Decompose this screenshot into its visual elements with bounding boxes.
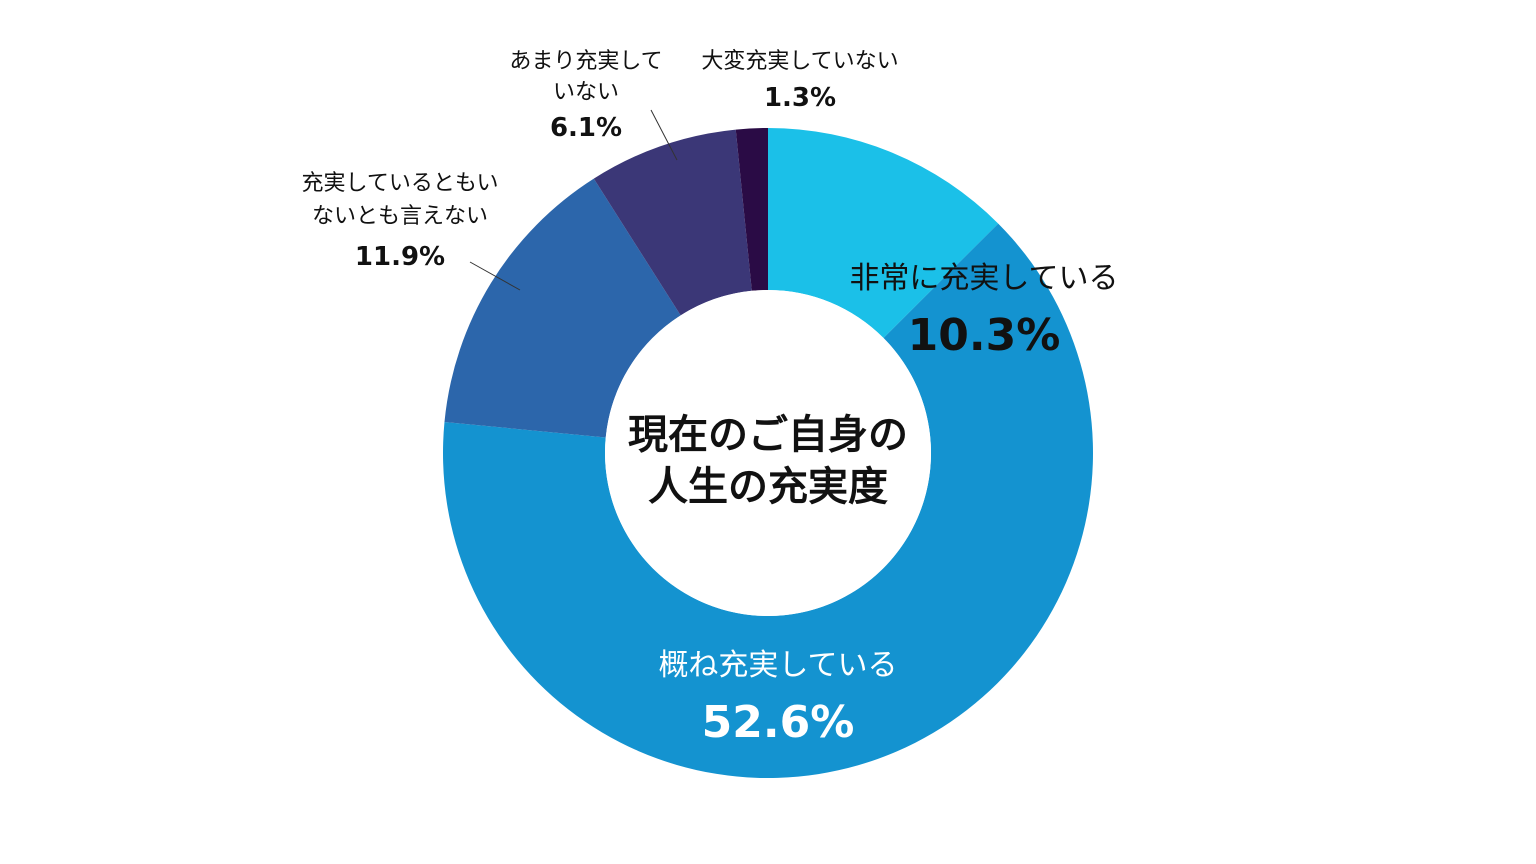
- donut-slice-not-at-all: [735, 128, 768, 291]
- slice-value-not-very: 6.1%: [550, 113, 622, 143]
- donut-slice-not-very: [593, 129, 752, 316]
- slice-label-very-fulfilled: 非常に充実している: [849, 261, 1118, 296]
- slice-value-neutral: 11.9%: [355, 242, 445, 272]
- slice-label-not-very-line-1: あまり充実して: [509, 49, 662, 74]
- slice-label-mostly-fulfilled: 概ね充実している: [658, 648, 897, 683]
- slice-value-not-at-all: 1.3%: [764, 83, 836, 113]
- donut-slice-mostly-fulfilled: [443, 223, 1094, 779]
- leader-line-not-very: [650, 109, 678, 161]
- slice-label-neutral-line-2: ないとも言えない: [312, 204, 488, 229]
- slice-value-very-fulfilled: 10.3%: [908, 310, 1061, 361]
- slice-label-neutral-line-1: 充実しているともい: [302, 171, 499, 196]
- slice-value-mostly-fulfilled: 52.6%: [702, 697, 855, 748]
- slice-label-not-at-all: 大変充実していない: [701, 49, 898, 74]
- donut-slices: [443, 128, 1094, 779]
- center-title-line-2: 人生の充実度: [648, 464, 888, 510]
- slice-label-not-very-line-2: いない: [553, 80, 619, 105]
- donut-hole: [605, 290, 931, 616]
- donut-slice-neutral: [444, 178, 681, 438]
- center-title-line-1: 現在のご自身の: [628, 412, 908, 458]
- leader-line-neutral: [469, 261, 521, 291]
- donut-slice-very-fulfilled: [768, 128, 999, 338]
